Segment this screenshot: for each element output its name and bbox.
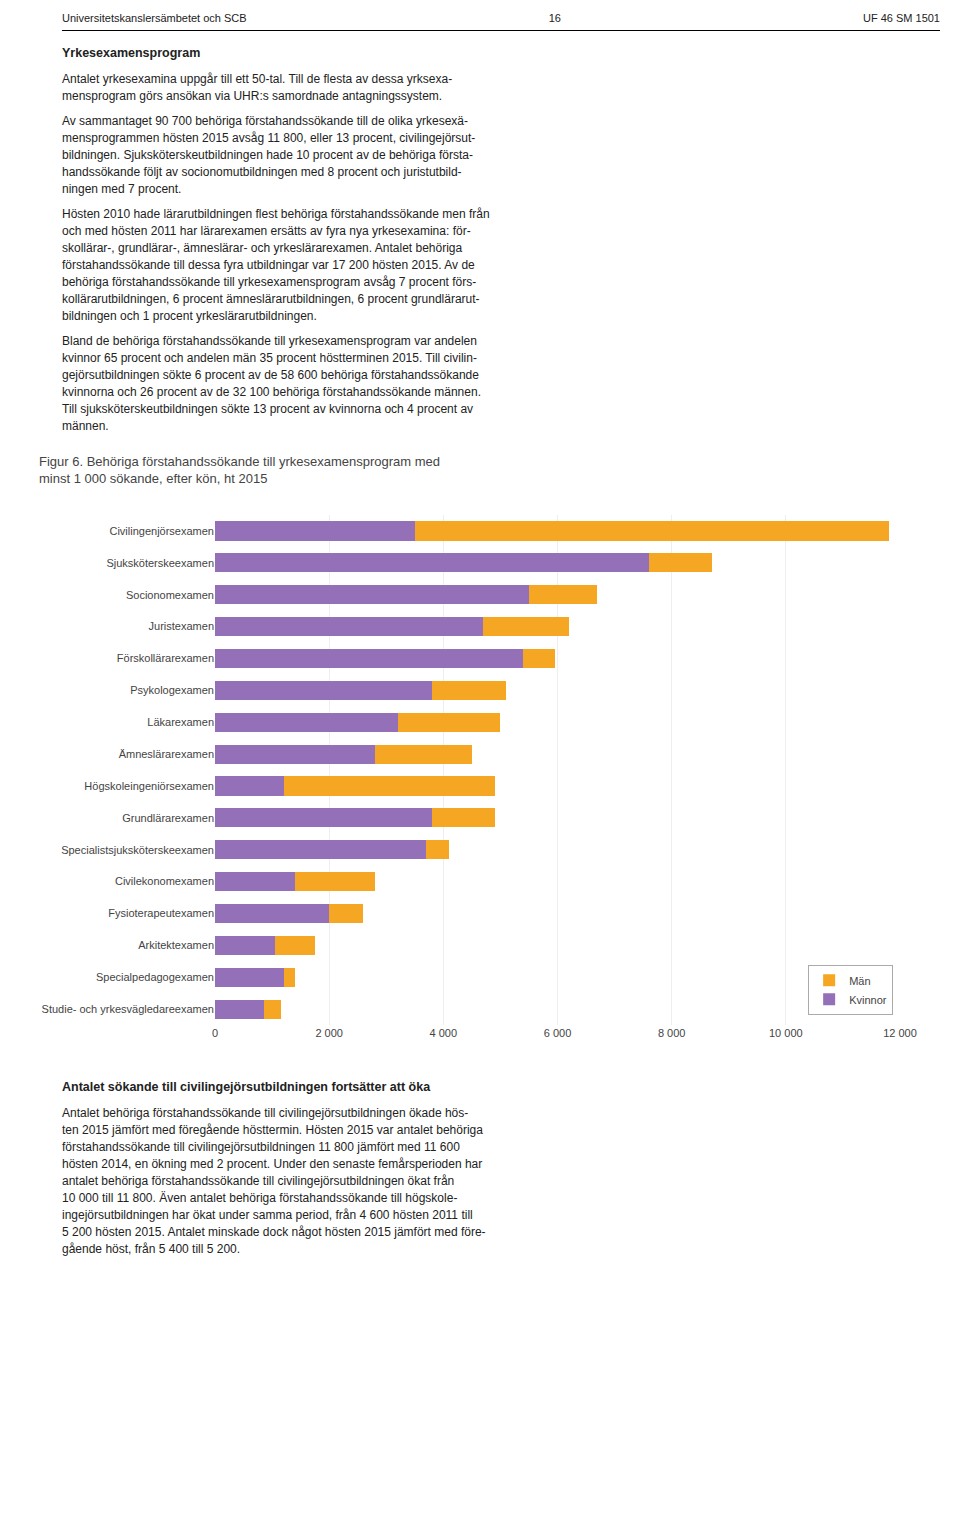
svg-text:0: 0 xyxy=(212,1027,218,1039)
svg-text:2 000: 2 000 xyxy=(315,1027,343,1039)
svg-text:Sjuksköterskeexamen: Sjuksköterskeexamen xyxy=(106,557,214,569)
html-text:Hösten 2010 hade lärarutbildni: Hösten 2010 hade lärarutbildningen flest… xyxy=(62,207,490,324)
html-text:UF 46 SM 1501: UF 46 SM 1501 xyxy=(863,12,940,24)
svg-text:Civilingenjörsexamen: Civilingenjörsexamen xyxy=(109,525,214,537)
svg-text:Förskollärarexamen: Förskollärarexamen xyxy=(117,653,214,665)
svg-text:8 000: 8 000 xyxy=(658,1027,686,1039)
svg-text:Psykologexamen: Psykologexamen xyxy=(130,685,214,697)
svg-text:Specialpedagogexamen: Specialpedagogexamen xyxy=(96,971,214,983)
html-text:Antalet sökande till civilinge: Antalet sökande till civilingejörsutbild… xyxy=(62,1080,431,1095)
html-text:Universitetskanslersämbetet oc: Universitetskanslersämbetet och SCB xyxy=(62,12,247,24)
html-text:Bland de behöriga förstahandss: Bland de behöriga förstahandssökande til… xyxy=(62,334,481,434)
html-text:Antalet yrkesexamina uppgår ti: Antalet yrkesexamina uppgår till ett 50-… xyxy=(62,71,453,103)
svg-text:Civilekonomexamen: Civilekonomexamen xyxy=(115,876,214,888)
svg-text:Kvinnor: Kvinnor xyxy=(849,994,887,1006)
svg-text:Högskoleingeniörsexamen: Högskoleingeniörsexamen xyxy=(84,780,214,792)
svg-text:Grundlärarexamen: Grundlärarexamen xyxy=(122,812,214,824)
svg-text:Specialistsjuksköterskeexamen: Specialistsjuksköterskeexamen xyxy=(61,844,214,856)
svg-text:12 000: 12 000 xyxy=(883,1027,917,1039)
svg-text:6 000: 6 000 xyxy=(544,1027,572,1039)
svg-text:10 000: 10 000 xyxy=(769,1027,803,1039)
html-text:16: 16 xyxy=(548,12,561,24)
svg-text:Studie- och yrkesvägledareexam: Studie- och yrkesvägledareexamen xyxy=(42,1003,214,1015)
svg-text:Fysioterapeutexamen: Fysioterapeutexamen xyxy=(108,908,214,920)
svg-text:Män: Män xyxy=(849,975,870,987)
html-text:Av sammantaget 90 700 behöriga: Av sammantaget 90 700 behöriga förstahan… xyxy=(62,113,476,196)
html-text:Antalet behöriga förstahandssö: Antalet behöriga förstahandssökande till… xyxy=(62,1106,486,1257)
svg-text:Ämneslärarexamen: Ämneslärarexamen xyxy=(119,748,214,760)
svg-text:Socionom­examen: Socionom­examen xyxy=(126,589,214,601)
svg-text:4 000: 4 000 xyxy=(430,1027,458,1039)
svg-text:Arkitektexamen: Arkitektexamen xyxy=(138,940,214,952)
svg-text:Läkarexamen: Läkarexamen xyxy=(147,716,214,728)
svg-text:Juristexamen: Juristexamen xyxy=(149,621,214,633)
html-text:Yrkesexamensprogram: Yrkesexamensprogram xyxy=(62,46,201,60)
svg-text:Figur 6. Behöriga förstahandss: Figur 6. Behöriga förstahandssökande til… xyxy=(39,454,440,486)
